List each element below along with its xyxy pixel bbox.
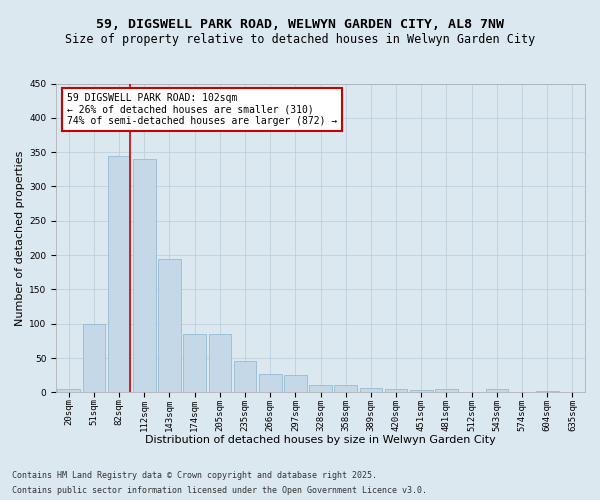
Bar <box>485 389 508 392</box>
X-axis label: Distribution of detached houses by size in Welwyn Garden City: Distribution of detached houses by size … <box>145 435 496 445</box>
Bar <box>309 386 332 392</box>
Text: Size of property relative to detached houses in Welwyn Garden City: Size of property relative to detached ho… <box>65 32 535 46</box>
Bar <box>209 334 231 392</box>
Bar <box>158 258 181 392</box>
Bar <box>58 389 80 392</box>
Bar <box>83 324 105 392</box>
Y-axis label: Number of detached properties: Number of detached properties <box>15 150 25 326</box>
Text: 59 DIGSWELL PARK ROAD: 102sqm
← 26% of detached houses are smaller (310)
74% of : 59 DIGSWELL PARK ROAD: 102sqm ← 26% of d… <box>67 93 337 126</box>
Bar <box>259 374 281 392</box>
Bar <box>410 390 433 392</box>
Text: Contains public sector information licensed under the Open Government Licence v3: Contains public sector information licen… <box>12 486 427 495</box>
Bar <box>334 386 357 392</box>
Text: 59, DIGSWELL PARK ROAD, WELWYN GARDEN CITY, AL8 7NW: 59, DIGSWELL PARK ROAD, WELWYN GARDEN CI… <box>96 18 504 30</box>
Bar <box>435 389 458 392</box>
Bar <box>133 159 155 392</box>
Bar <box>359 388 382 392</box>
Bar <box>385 389 407 392</box>
Bar <box>536 391 559 392</box>
Bar <box>184 334 206 392</box>
Bar <box>233 362 256 392</box>
Bar <box>108 156 130 392</box>
Bar <box>284 375 307 392</box>
Text: Contains HM Land Registry data © Crown copyright and database right 2025.: Contains HM Land Registry data © Crown c… <box>12 471 377 480</box>
